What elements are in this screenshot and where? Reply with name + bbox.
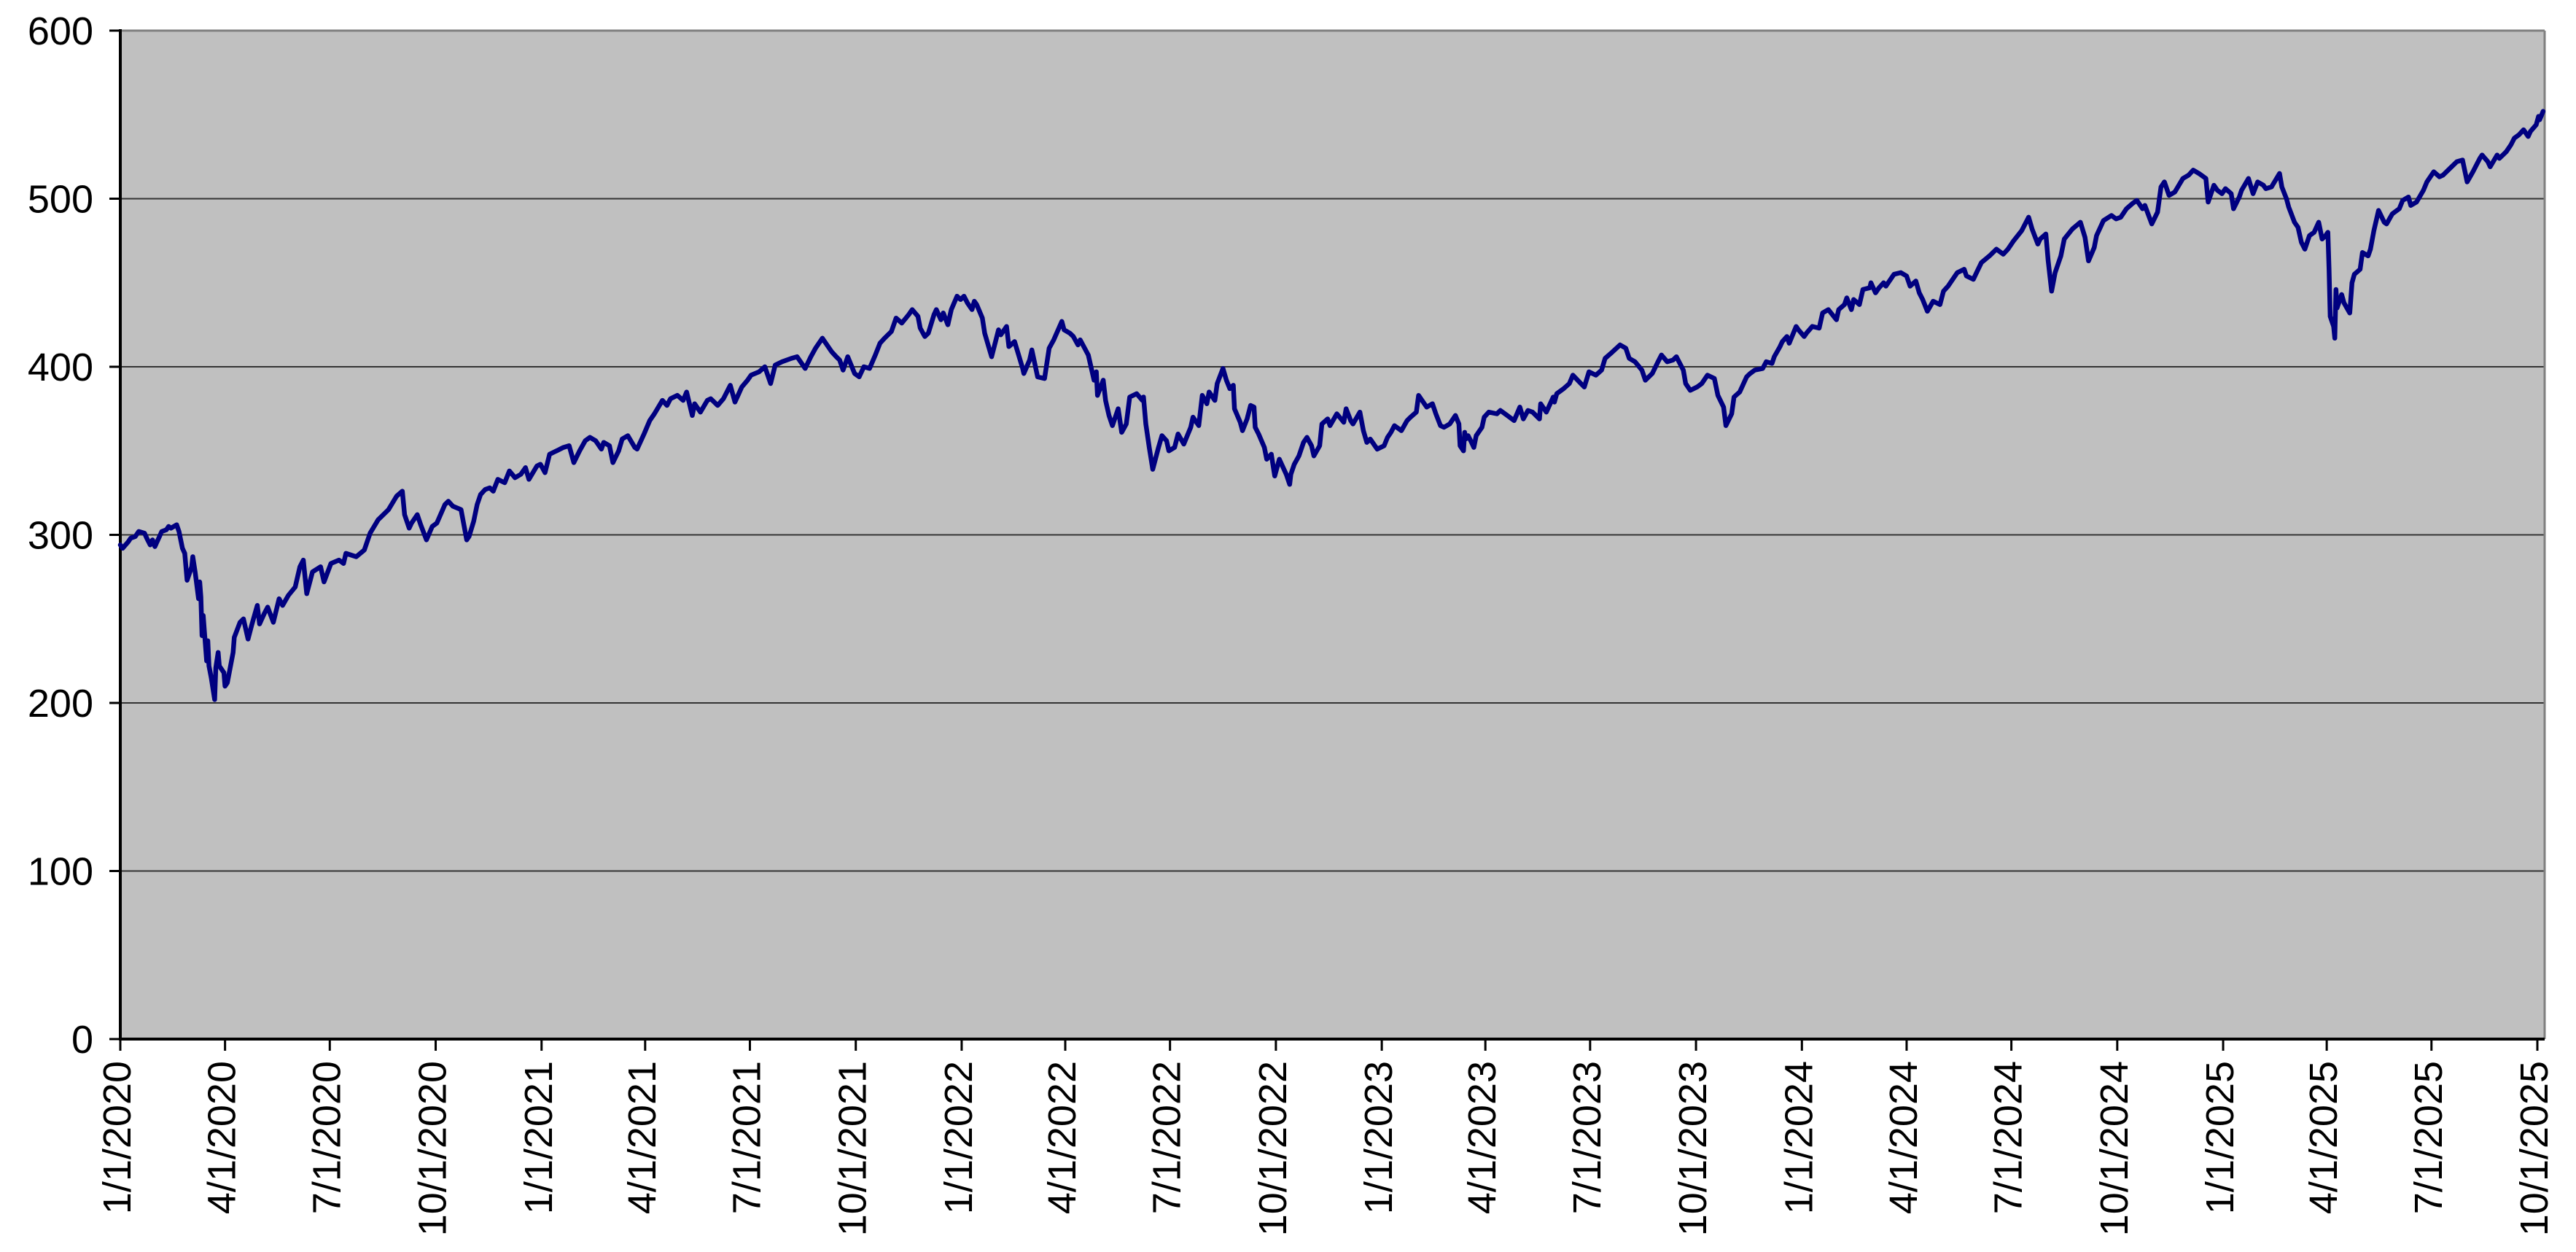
x-axis-label: 7/1/2020 — [305, 1061, 349, 1214]
y-axis-label: 0 — [71, 1018, 93, 1062]
x-axis-label: 10/1/2025 — [2513, 1061, 2556, 1236]
x-axis-label: 4/1/2021 — [620, 1061, 664, 1214]
price-line — [117, 109, 2546, 702]
x-axis-label: 1/1/2025 — [2198, 1061, 2242, 1214]
x-axis-label: 1/1/2023 — [1357, 1061, 1401, 1214]
x-axis-label: 1/1/2020 — [96, 1061, 139, 1214]
y-axis-label: 200 — [28, 682, 93, 726]
y-axis-label: 100 — [28, 850, 93, 894]
x-axis-label: 7/1/2025 — [2407, 1061, 2451, 1214]
x-axis-label: 1/1/2024 — [1777, 1061, 1821, 1214]
x-axis-label: 10/1/2020 — [411, 1061, 455, 1236]
y-axis-label: 300 — [28, 514, 93, 558]
y-axis-label: 500 — [28, 178, 93, 222]
x-axis-label: 1/1/2022 — [937, 1061, 981, 1214]
x-axis-label: 7/1/2021 — [725, 1061, 768, 1214]
x-axis-label: 1/1/2021 — [517, 1061, 561, 1214]
x-axis-label: 7/1/2024 — [1987, 1061, 2031, 1214]
x-axis-label: 4/1/2023 — [1460, 1061, 1504, 1214]
x-axis-label: 10/1/2023 — [1671, 1061, 1715, 1236]
x-axis-label: 10/1/2022 — [1251, 1061, 1295, 1236]
x-axis-label: 4/1/2024 — [1882, 1061, 1926, 1214]
x-axis-label: 4/1/2022 — [1040, 1061, 1084, 1214]
x-axis-label: 4/1/2025 — [2302, 1061, 2346, 1214]
x-axis-label: 7/1/2022 — [1145, 1061, 1189, 1214]
x-axis-label: 10/1/2021 — [831, 1061, 875, 1236]
x-axis-label: 4/1/2020 — [201, 1061, 244, 1214]
x-axis-label: 7/1/2023 — [1565, 1061, 1609, 1214]
y-axis-label: 600 — [28, 9, 93, 53]
x-axis-label: 10/1/2024 — [2093, 1061, 2136, 1236]
y-axis-label: 400 — [28, 346, 93, 389]
